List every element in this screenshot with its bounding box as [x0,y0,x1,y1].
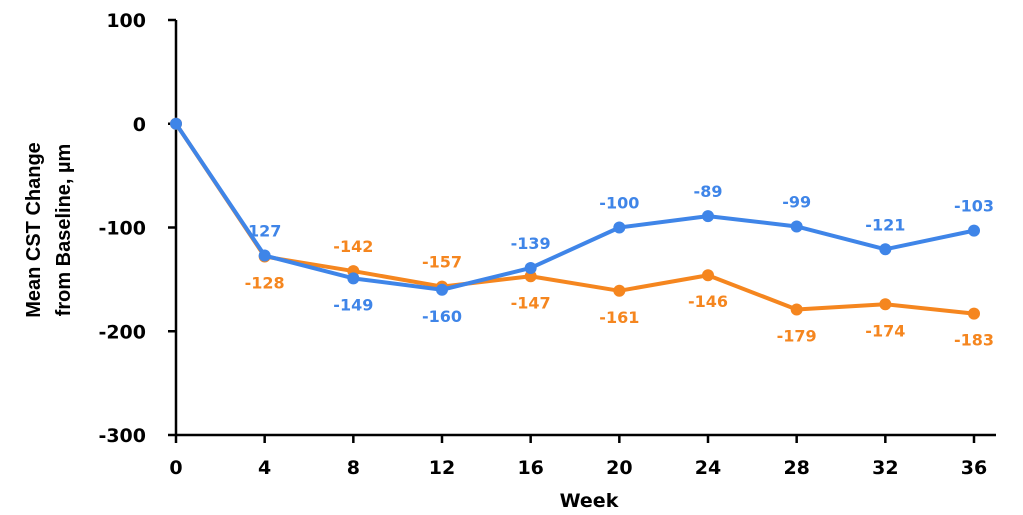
y-tick-label: 0 [133,114,146,136]
x-tick-label: 36 [961,457,987,479]
data-label: -139 [511,234,551,253]
y-tick-label: -100 [98,218,146,240]
series-lines [170,117,980,320]
y-axis-title: from Baseline, µm [53,144,75,317]
data-point [258,249,271,262]
data-label: -121 [865,215,905,234]
data-labels: 127 -149 -160 -139 -100 -89 -99 -121 -103 -128 -14… [245,182,994,350]
x-tick-label: 16 [517,457,543,479]
data-label: -146 [688,292,728,311]
data-label: -183 [954,331,994,350]
data-point [879,298,892,311]
data-label: -100 [599,194,639,213]
x-tick-label: 8 [347,457,360,479]
data-point [790,220,803,233]
x-tick-label: 4 [258,457,271,479]
series-line [174,122,975,316]
data-label: -99 [782,192,811,211]
x-axis-title: Week [560,490,619,512]
data-label: -160 [422,307,462,326]
data-point [436,283,448,296]
data-label: -149 [333,295,373,314]
data-point [968,307,980,320]
data-point [702,269,714,282]
data-label: 127 [248,222,281,241]
data-point [170,117,182,130]
data-label: -103 [954,197,994,216]
x-tick-label: 24 [695,457,721,479]
tick-labels: 100 0 -100 -200 -300 0 4 8 12 16 20 24 28 32 36 [98,10,987,479]
data-label: -128 [245,274,285,293]
data-point [702,210,714,223]
y-tick-label: -200 [98,321,146,343]
data-point [347,272,360,285]
series-line [174,122,975,292]
y-axis-title-line-1: Mean CST Change [23,142,45,318]
x-tick-label: 12 [429,457,455,479]
x-tick-label: 28 [783,457,809,479]
y-tick-label: -300 [98,425,146,447]
data-label: -157 [422,253,462,272]
data-label: -147 [511,293,551,312]
data-label: -179 [777,326,817,345]
data-point [524,261,537,274]
y-axis-title: Mean CST Change [23,142,45,318]
data-point [790,303,803,316]
data-label: -142 [333,237,373,256]
x-tick-label: 0 [169,457,182,479]
data-point [613,221,626,234]
data-label: -89 [694,182,723,201]
data-point [524,270,537,283]
data-label: -174 [865,321,905,340]
x-tick-label: 32 [872,457,898,479]
data-point [879,243,892,256]
y-axis-title-line-2: from Baseline, µm [53,144,75,317]
data-point [613,284,626,297]
x-tick-label: 20 [606,457,632,479]
axes [168,18,996,443]
data-point [968,224,980,237]
y-tick-label: 100 [106,10,146,32]
data-label: -161 [599,308,639,327]
